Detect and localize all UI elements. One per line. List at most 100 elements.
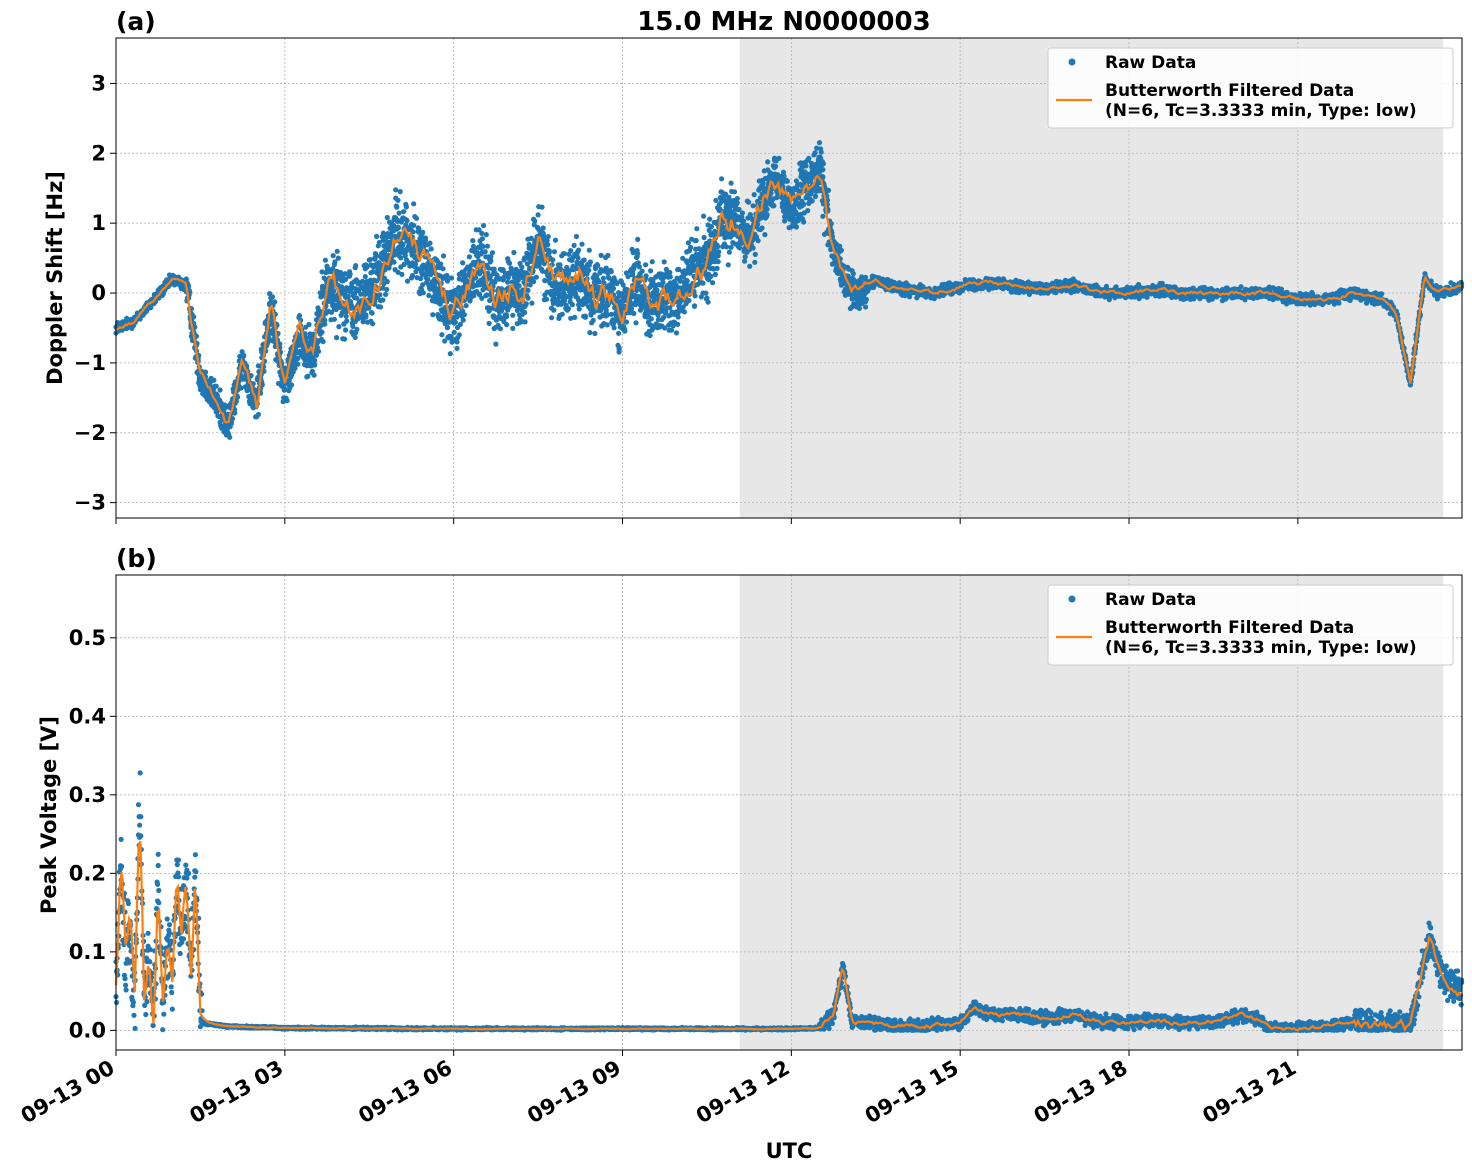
- raw-data-point: [633, 320, 638, 325]
- raw-data-point: [702, 235, 707, 240]
- raw-data-point: [541, 225, 546, 230]
- raw-data-point: [377, 292, 382, 297]
- raw-data-point: [773, 164, 778, 169]
- raw-data-point: [640, 269, 645, 274]
- raw-data-point: [420, 230, 425, 235]
- raw-data-point: [342, 337, 347, 342]
- raw-data-point: [609, 269, 614, 274]
- raw-data-point: [464, 303, 469, 308]
- raw-data-point: [576, 248, 581, 253]
- raw-data-point: [426, 293, 431, 298]
- raw-data-point: [346, 294, 351, 299]
- raw-data-point: [461, 318, 466, 323]
- raw-data-point: [227, 435, 232, 440]
- raw-data-point: [396, 225, 401, 230]
- raw-data-point: [688, 245, 693, 250]
- panel-a: (a) −3−2−10123 Doppler Shift [Hz] Raw Da…: [43, 7, 1464, 524]
- raw-data-point: [481, 223, 486, 228]
- raw-data-point: [719, 176, 724, 181]
- raw-data-point: [662, 259, 667, 264]
- raw-data-point: [370, 311, 375, 316]
- raw-data-point: [629, 306, 634, 311]
- raw-data-point: [353, 335, 358, 340]
- raw-data-point: [440, 266, 445, 271]
- raw-data-point: [735, 196, 740, 201]
- raw-data-point: [404, 218, 409, 223]
- raw-data-point: [595, 263, 600, 268]
- raw-data-point: [765, 207, 770, 212]
- raw-data-point: [306, 322, 311, 327]
- raw-data-point: [519, 265, 524, 270]
- raw-data-point: [570, 302, 575, 307]
- raw-data-point: [586, 268, 591, 273]
- raw-data-point: [751, 203, 756, 208]
- raw-data-point: [708, 274, 713, 279]
- raw-data-point: [458, 322, 463, 327]
- raw-data-point: [568, 248, 573, 253]
- raw-data-point: [579, 242, 584, 247]
- raw-data-point: [214, 384, 219, 389]
- raw-data-point: [547, 250, 552, 255]
- raw-data-point: [380, 297, 385, 302]
- raw-data-point: [713, 198, 718, 203]
- raw-data-point: [343, 327, 348, 332]
- raw-data-point: [430, 312, 435, 317]
- raw-data-point: [820, 167, 825, 172]
- raw-data-point: [398, 255, 403, 260]
- raw-data-point: [385, 215, 390, 220]
- raw-data-point: [544, 297, 549, 302]
- raw-data-point: [331, 289, 336, 294]
- raw-data-point: [756, 238, 761, 243]
- raw-data-point: [762, 232, 767, 237]
- raw-data-point: [694, 226, 699, 231]
- raw-data-point: [557, 262, 562, 267]
- raw-data-point: [592, 331, 597, 336]
- raw-data-point: [532, 218, 537, 223]
- raw-data-point: [706, 300, 711, 305]
- raw-data-point: [864, 297, 869, 302]
- raw-data-point: [483, 249, 488, 254]
- raw-data-point: [363, 274, 368, 279]
- raw-data-point: [218, 387, 223, 392]
- raw-data-point: [748, 212, 753, 217]
- raw-data-point: [485, 244, 490, 249]
- raw-data-point: [378, 304, 383, 309]
- raw-data-point: [452, 330, 457, 335]
- raw-data-point: [453, 320, 458, 325]
- raw-data-point: [374, 253, 379, 258]
- raw-data-point: [410, 273, 415, 278]
- raw-data-point: [707, 217, 712, 222]
- raw-data-point: [289, 382, 294, 387]
- raw-data-point: [505, 280, 510, 285]
- raw-data-point: [525, 296, 530, 301]
- raw-data-point: [726, 262, 731, 267]
- raw-data-point: [616, 331, 621, 336]
- y-tick-label: 3: [91, 71, 106, 95]
- raw-data-point: [700, 281, 705, 286]
- raw-data-point: [668, 274, 673, 279]
- raw-data-point: [820, 174, 825, 179]
- raw-data-point: [484, 232, 489, 237]
- raw-data-point: [312, 362, 317, 367]
- raw-data-point: [771, 203, 776, 208]
- raw-data-point: [490, 250, 495, 255]
- raw-data-point: [727, 250, 732, 255]
- raw-data-point: [531, 279, 536, 284]
- raw-data-point: [819, 150, 824, 155]
- raw-data-point: [701, 214, 706, 219]
- raw-data-point: [414, 216, 419, 221]
- y-tick-label: 1: [91, 211, 106, 235]
- raw-data-point: [529, 301, 534, 306]
- raw-data-point: [599, 253, 604, 258]
- raw-data-point: [857, 306, 862, 311]
- raw-data-point: [391, 260, 396, 265]
- raw-data-point: [549, 315, 554, 320]
- raw-data-point: [826, 188, 831, 193]
- raw-data-point: [716, 249, 721, 254]
- raw-data-point: [421, 290, 426, 295]
- raw-data-point: [510, 313, 515, 318]
- raw-data-point: [751, 245, 756, 250]
- raw-data-point: [344, 314, 349, 319]
- raw-data-point: [805, 208, 810, 213]
- raw-data-point: [536, 212, 541, 217]
